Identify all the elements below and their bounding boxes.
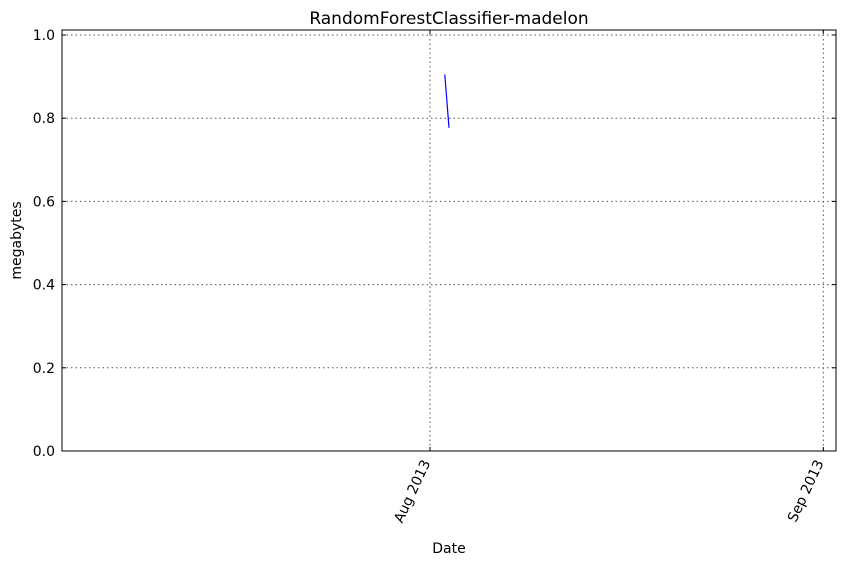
grid-layer: [62, 30, 836, 451]
y-tick-label: 0.2: [33, 361, 55, 377]
x-tick-label: Sep 2013: [785, 458, 828, 525]
series-line: [444, 74, 450, 128]
y-tick-label: 1.0: [33, 28, 55, 44]
y-tick-label: 0.6: [33, 194, 55, 210]
series-layer: [444, 74, 450, 128]
chart-title: RandomForestClassifier-madelon: [309, 9, 588, 29]
plot-frame: [61, 29, 837, 452]
x-tick-label: Aug 2013: [391, 458, 434, 526]
y-tick-label: 0.8: [33, 111, 55, 127]
y-tick-label: 0.4: [33, 278, 55, 294]
x-axis-title: Date: [432, 541, 465, 557]
y-tick-label: 0.0: [33, 444, 55, 460]
y-axis-title: megabytes: [9, 201, 25, 279]
